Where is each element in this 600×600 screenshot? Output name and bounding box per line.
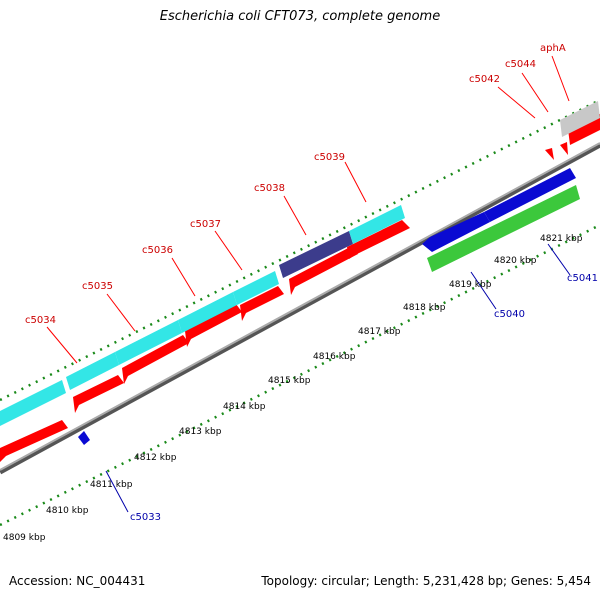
cyan-feature [233, 271, 279, 305]
cyan-feature-track [0, 205, 405, 426]
cyan-feature [349, 205, 405, 244]
green-feature [427, 185, 580, 272]
scale-label: 4812 kbp [134, 453, 177, 463]
scale-label: 4817 kbp [358, 327, 401, 337]
gene-label: c5033 [130, 512, 161, 523]
gene-label: aphA [540, 43, 566, 54]
blue-feature [78, 431, 90, 445]
gene-label: c5039 [314, 152, 345, 163]
gene-label: c5035 [82, 281, 113, 292]
cyan-feature [115, 320, 182, 365]
map-title: Escherichia coli CFT073, complete genome [159, 9, 441, 24]
scale-label: 4810 kbp [46, 506, 89, 516]
cds-feature [545, 148, 554, 160]
callout-lines-reverse [105, 243, 571, 513]
cds-feature [347, 220, 410, 259]
scale-label: 4820 kbp [494, 256, 537, 266]
cds-feature [560, 142, 568, 155]
cds-feature [73, 375, 124, 413]
scale-label: 4809 kbp [3, 533, 46, 543]
genome-stats-text: Topology: circular; Length: 5,231,428 bp… [261, 574, 591, 588]
scale-label: 4815 kbp [268, 376, 311, 386]
cyan-feature [178, 292, 237, 333]
gene-label: c5042 [469, 74, 500, 85]
scale-label: 4813 kbp [179, 427, 222, 437]
cds-feature [185, 304, 242, 347]
gene-label: c5034 [25, 315, 56, 326]
scale-label: 4814 kbp [223, 402, 266, 412]
purple-feature [279, 231, 353, 278]
reverse-cds-track [78, 101, 600, 445]
scale-label: 4816 kbp [313, 352, 356, 362]
gene-label: c5038 [254, 183, 285, 194]
gene-label: c5036 [142, 245, 173, 256]
cds-feature [0, 420, 68, 462]
scale-label: 4821 kbp [540, 234, 583, 244]
cds-feature [240, 286, 284, 321]
blue-feature [422, 212, 490, 252]
outer-tick-track [0, 98, 600, 402]
gene-label: c5041 [567, 273, 598, 284]
gene-label: c5044 [505, 59, 536, 70]
gene-label: c5040 [494, 309, 525, 320]
cds-feature [289, 246, 358, 295]
callout-lines [46, 55, 570, 364]
scale-label: 4818 kbp [403, 303, 446, 313]
accession-text: Accession: NC_004431 [9, 574, 146, 588]
cyan-feature [0, 380, 66, 426]
genome-backbone [0, 142, 600, 475]
scale-label: 4811 kbp [90, 480, 133, 490]
cds-feature [122, 335, 189, 384]
scale-label: 4819 kbp [449, 280, 492, 290]
grey-feature [560, 101, 600, 137]
gene-label: c5037 [190, 219, 221, 230]
cyan-feature [66, 352, 119, 390]
blue-feature [484, 168, 576, 222]
forward-cds-track [0, 114, 600, 462]
